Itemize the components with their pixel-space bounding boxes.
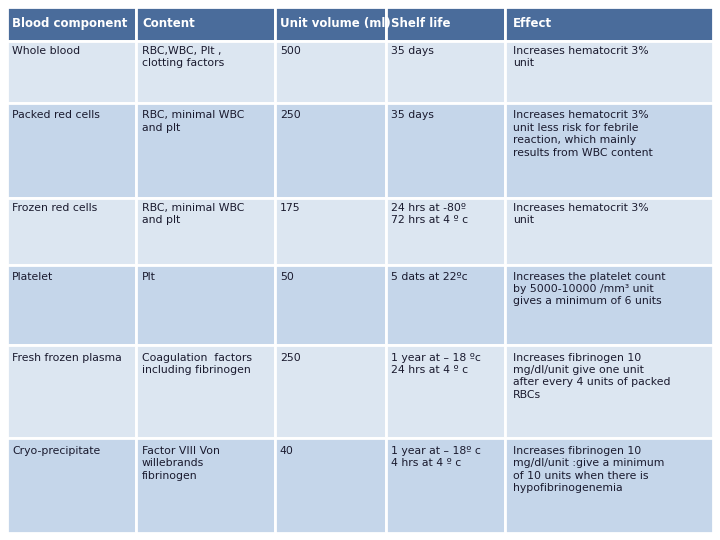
Text: 40: 40 bbox=[280, 446, 294, 456]
Bar bbox=[7, 103, 136, 198]
Bar bbox=[386, 103, 505, 198]
Bar bbox=[275, 438, 386, 533]
Text: Increases fibrinogen 10
mg/dl/unit :give a minimum
of 10 units when there is
hyp: Increases fibrinogen 10 mg/dl/unit :give… bbox=[513, 446, 665, 493]
Bar bbox=[275, 103, 386, 198]
Bar bbox=[136, 198, 275, 265]
Text: 50: 50 bbox=[280, 272, 294, 281]
Text: 250: 250 bbox=[280, 111, 300, 120]
Bar bbox=[386, 198, 505, 265]
Bar bbox=[386, 40, 505, 103]
Text: Increases hematocrit 3%
unit: Increases hematocrit 3% unit bbox=[513, 46, 649, 68]
Text: Effect: Effect bbox=[513, 17, 552, 30]
Text: 500: 500 bbox=[280, 46, 301, 56]
Text: Shelf life: Shelf life bbox=[391, 17, 450, 30]
Bar bbox=[505, 198, 713, 265]
Bar bbox=[386, 438, 505, 533]
Bar bbox=[275, 198, 386, 265]
Text: Increases fibrinogen 10
mg/dl/unit give one unit
after every 4 units of packed
R: Increases fibrinogen 10 mg/dl/unit give … bbox=[513, 353, 670, 400]
Text: 175: 175 bbox=[280, 203, 300, 213]
Bar bbox=[136, 265, 275, 345]
Bar bbox=[136, 103, 275, 198]
Text: 1 year at – 18 ºc
24 hrs at 4 º c: 1 year at – 18 ºc 24 hrs at 4 º c bbox=[391, 353, 481, 375]
Bar bbox=[275, 40, 386, 103]
Bar bbox=[7, 438, 136, 533]
Bar bbox=[505, 265, 713, 345]
Bar bbox=[275, 7, 386, 40]
Text: 24 hrs at -80º
72 hrs at 4 º c: 24 hrs at -80º 72 hrs at 4 º c bbox=[391, 203, 468, 225]
Text: Packed red cells: Packed red cells bbox=[12, 111, 100, 120]
Bar bbox=[275, 345, 386, 438]
Text: 1 year at – 18º c
4 hrs at 4 º c: 1 year at – 18º c 4 hrs at 4 º c bbox=[391, 446, 481, 468]
Bar bbox=[7, 40, 136, 103]
Text: Fresh frozen plasma: Fresh frozen plasma bbox=[12, 353, 122, 362]
Bar bbox=[505, 7, 713, 40]
Text: RBC, minimal WBC
and plt: RBC, minimal WBC and plt bbox=[142, 111, 244, 133]
Text: 250: 250 bbox=[280, 353, 300, 362]
Bar bbox=[136, 438, 275, 533]
Text: Increases hematocrit 3%
unit less risk for febrile
reaction, which mainly
result: Increases hematocrit 3% unit less risk f… bbox=[513, 111, 653, 158]
Bar bbox=[136, 40, 275, 103]
Text: Increases the platelet count
by 5000-10000 /mm³ unit
gives a minimum of 6 units: Increases the platelet count by 5000-100… bbox=[513, 272, 665, 306]
Text: Increases hematocrit 3%
unit: Increases hematocrit 3% unit bbox=[513, 203, 649, 225]
Text: Platelet: Platelet bbox=[12, 272, 53, 281]
Bar bbox=[7, 7, 136, 40]
Bar bbox=[275, 265, 386, 345]
Bar bbox=[386, 345, 505, 438]
Text: Plt: Plt bbox=[142, 272, 156, 281]
Bar bbox=[7, 265, 136, 345]
Text: 35 days: 35 days bbox=[391, 46, 433, 56]
Text: Blood component: Blood component bbox=[12, 17, 127, 30]
Text: Cryo-precipitate: Cryo-precipitate bbox=[12, 446, 101, 456]
Text: Frozen red cells: Frozen red cells bbox=[12, 203, 98, 213]
Text: 5 dats at 22ºc: 5 dats at 22ºc bbox=[391, 272, 467, 281]
Bar bbox=[136, 345, 275, 438]
Bar bbox=[7, 198, 136, 265]
Text: RBC,WBC, Plt ,
clotting factors: RBC,WBC, Plt , clotting factors bbox=[142, 46, 224, 68]
Bar bbox=[386, 7, 505, 40]
Text: Unit volume (ml): Unit volume (ml) bbox=[280, 17, 390, 30]
Text: RBC, minimal WBC
and plt: RBC, minimal WBC and plt bbox=[142, 203, 244, 225]
Bar bbox=[7, 345, 136, 438]
Bar bbox=[505, 438, 713, 533]
Text: Coagulation  factors
including fibrinogen: Coagulation factors including fibrinogen bbox=[142, 353, 252, 375]
Text: 35 days: 35 days bbox=[391, 111, 433, 120]
Bar bbox=[386, 265, 505, 345]
Bar bbox=[136, 7, 275, 40]
Text: Factor VIII Von
willebrands
fibrinogen: Factor VIII Von willebrands fibrinogen bbox=[142, 446, 220, 481]
Text: Whole blood: Whole blood bbox=[12, 46, 81, 56]
Bar bbox=[505, 345, 713, 438]
Bar bbox=[505, 40, 713, 103]
Text: Content: Content bbox=[142, 17, 194, 30]
Bar bbox=[505, 103, 713, 198]
